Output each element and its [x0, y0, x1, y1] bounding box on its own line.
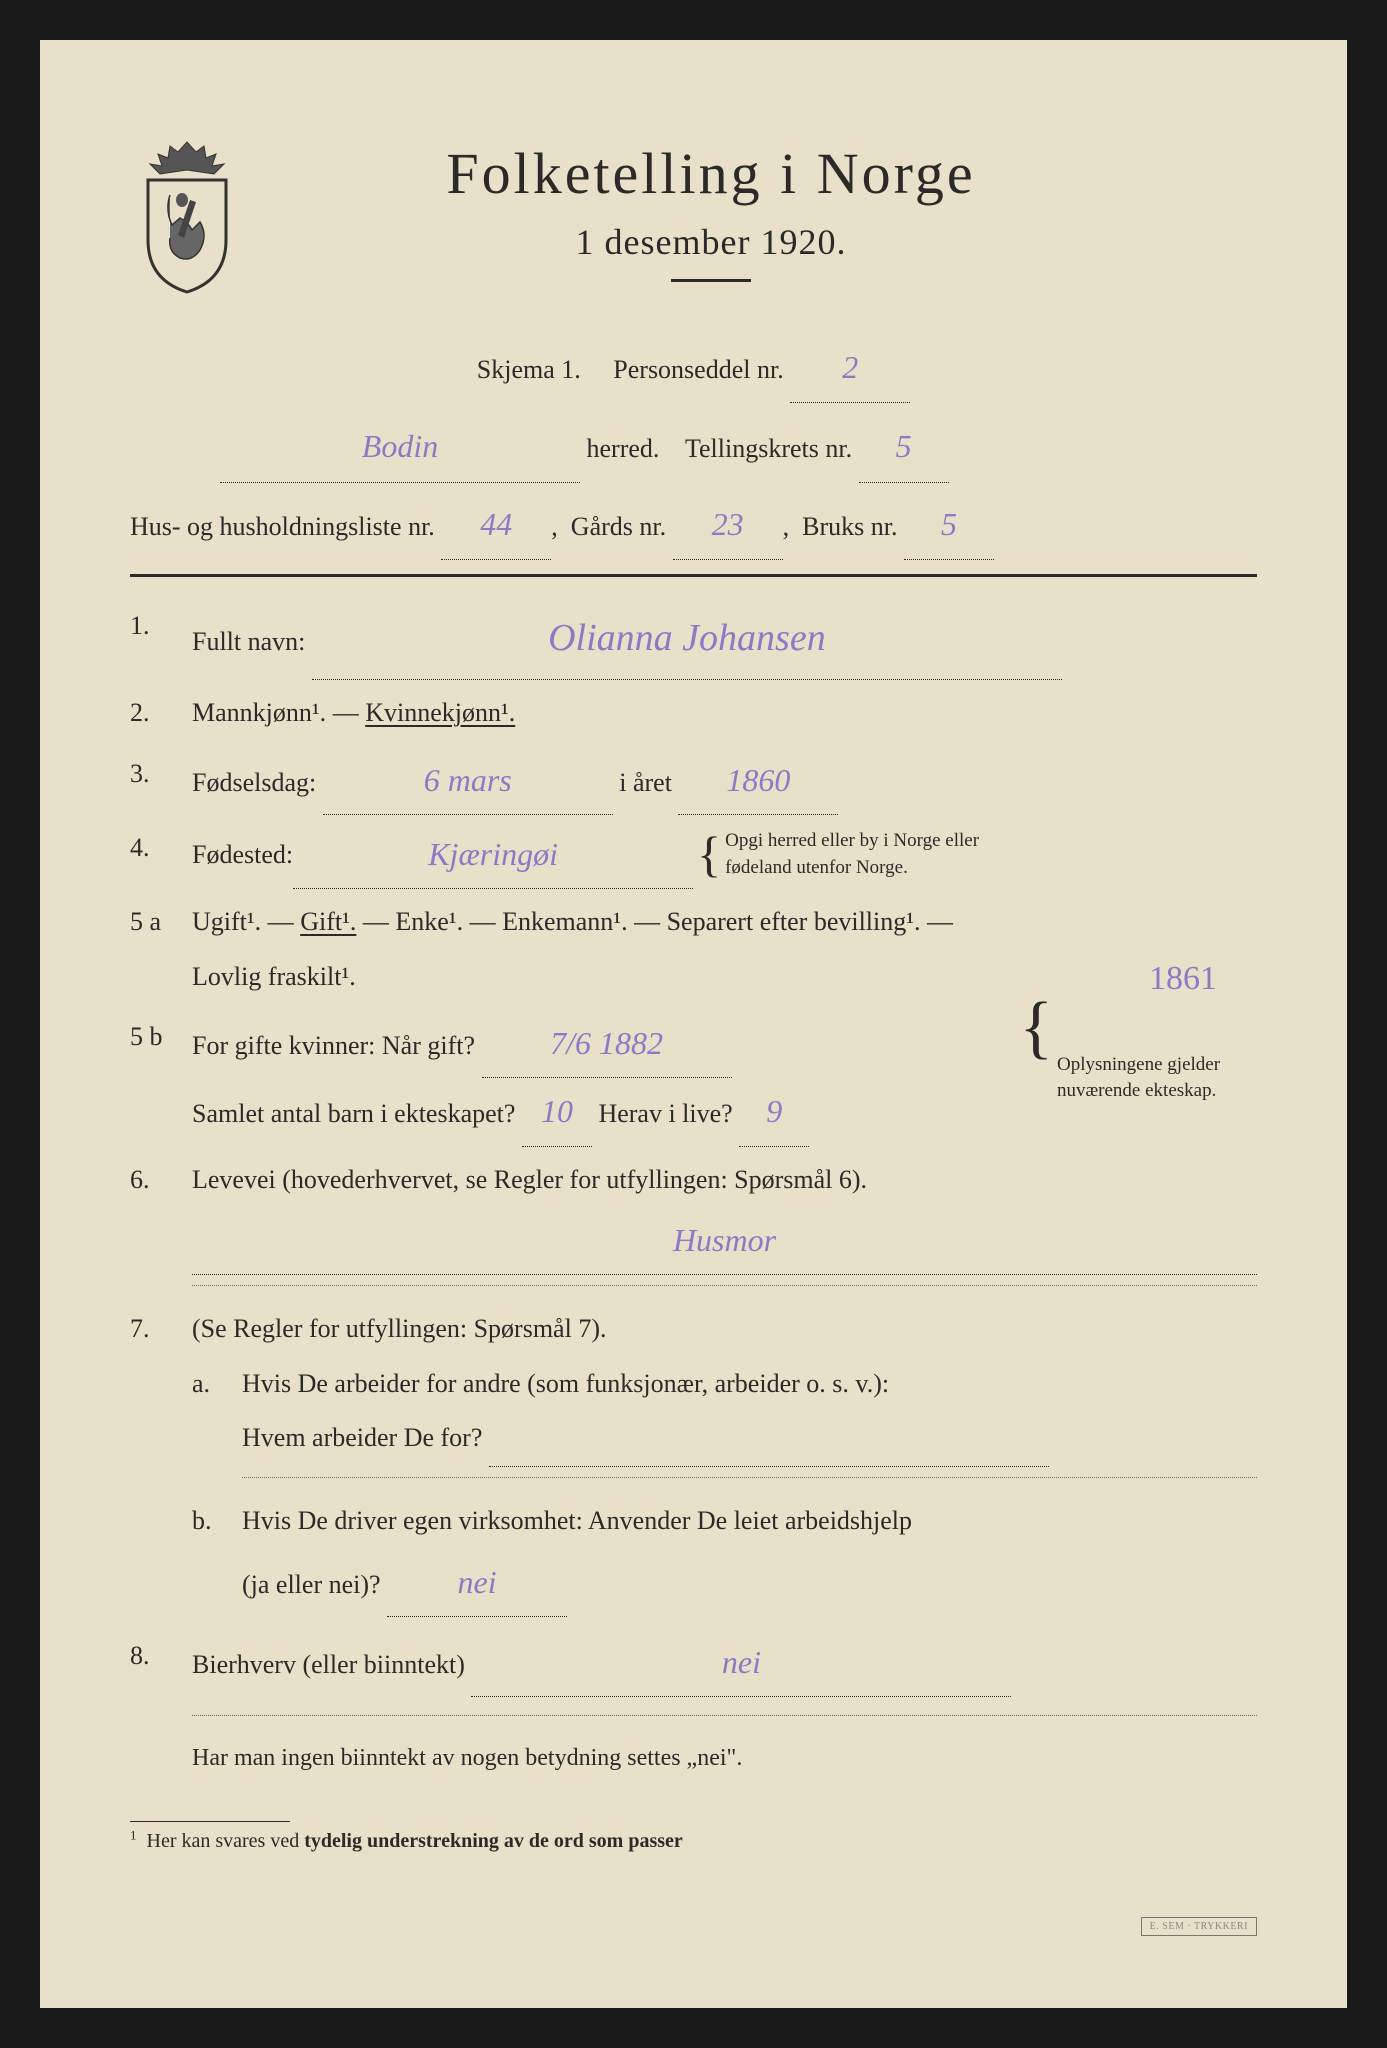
q2-opt-kvinne: Kvinnekjønn¹.	[365, 698, 515, 727]
list-line: Hus- og husholdningsliste nr. 44, Gårds …	[130, 489, 1257, 560]
divider-thick-1	[130, 574, 1257, 577]
q7-row: 7. (Se Regler for utfyllingen: Spørsmål …	[130, 1302, 1257, 1623]
q7a-rule	[242, 1477, 1257, 1478]
q7b-line1: Hvis De driver egen virksomhet: Anvender…	[242, 1506, 912, 1535]
q3-day-value: 6 mars	[424, 747, 512, 814]
q7-num: 7.	[130, 1302, 192, 1623]
q7b-value: nei	[458, 1549, 497, 1616]
census-form-page: Folketelling i Norge 1 desember 1920. Sk…	[40, 40, 1347, 2008]
q7-label: (Se Regler for utfyllingen: Spørsmål 7).	[192, 1314, 606, 1343]
tellingskrets-label: Tellingskrets nr.	[685, 434, 852, 463]
q2-opt-mann: Mannkjønn¹.	[192, 698, 326, 727]
q2-dash: —	[333, 698, 366, 727]
q2-row: 2. Mannkjønn¹. — Kvinnekjønn¹.	[130, 686, 1257, 741]
footnote-block: 1 Her kan svares ved tydelig understrekn…	[130, 1811, 1257, 1854]
q5a-opts2: — Enke¹. — Enkemann¹. — Separert efter b…	[363, 907, 953, 936]
q5a-row: 5 a Ugift¹. — Gift¹. — Enke¹. — Enkemann…	[130, 895, 1257, 1004]
herred-value: Bodin	[362, 411, 438, 481]
husliste-value: 44	[480, 489, 512, 559]
publisher-mark: E. SEM · TRYKKERI	[1141, 1917, 1257, 1936]
q8-value: nei	[722, 1629, 761, 1696]
personseddel-label: Personseddel nr.	[613, 355, 783, 384]
q1-value: Olianna Johansen	[548, 599, 826, 679]
coat-of-arms-icon	[130, 140, 245, 300]
q1-num: 1.	[130, 599, 192, 680]
q5b-label3: Herav i live?	[598, 1099, 732, 1128]
q7a-num: a.	[192, 1357, 242, 1488]
q8-rule	[192, 1715, 1257, 1716]
gards-value: 23	[712, 489, 744, 559]
page-subtitle: 1 desember 1920.	[265, 221, 1157, 263]
q5b-gift-value: 7/6 1882	[550, 1010, 663, 1077]
title-divider	[671, 279, 751, 282]
q3-year-value: 1860	[726, 747, 790, 814]
schema-line: Skjema 1. Personseddel nr. 2	[130, 332, 1257, 403]
gards-label: Gårds nr.	[571, 512, 666, 541]
herred-line: Bodin herred. Tellingskrets nr. 5	[220, 411, 1257, 482]
brace-icon-2: {	[1019, 1010, 1053, 1146]
q2-num: 2.	[130, 686, 192, 741]
bruks-value: 5	[941, 489, 957, 559]
q3-num: 3.	[130, 747, 192, 815]
q5b-label2: Samlet antal barn i ekteskapet?	[192, 1099, 515, 1128]
q1-row: 1. Fullt navn: Olianna Johansen	[130, 599, 1257, 680]
q4-row: 4. Fødested: Kjæringøi { Opgi herred ell…	[130, 821, 1257, 889]
footnote-rule	[130, 1821, 290, 1822]
q6-value: Husmor	[673, 1207, 776, 1274]
bottom-note: Har man ingen biinntekt av nogen betydni…	[192, 1732, 1257, 1785]
q1-label: Fullt navn:	[192, 627, 305, 656]
tellingskrets-value: 5	[896, 411, 912, 481]
q7a-line2: Hvem arbeider De for?	[242, 1423, 482, 1452]
q4-value: Kjæringøi	[428, 821, 558, 888]
q6-row: 6. Levevei (hovederhvervet, se Regler fo…	[130, 1153, 1257, 1297]
q5b-barn-value: 10	[541, 1078, 573, 1145]
annotation-1861: 1861	[1149, 943, 1217, 1014]
footnote-text: 1 Her kan svares ved tydelig understrekn…	[130, 1830, 683, 1852]
q3-year-label: i året	[619, 768, 672, 797]
q4-num: 4.	[130, 821, 192, 889]
q3-row: 3. Fødselsdag: 6 mars i året 1860	[130, 747, 1257, 815]
personseddel-value: 2	[842, 332, 858, 402]
q6-line2	[192, 1285, 1257, 1286]
q6-num: 6.	[130, 1153, 192, 1297]
q5a-gift: Gift¹.	[300, 907, 356, 936]
q3-label: Fødselsdag:	[192, 768, 316, 797]
header: Folketelling i Norge 1 desember 1920.	[130, 140, 1257, 312]
q7b-num: b.	[192, 1494, 242, 1617]
q5b-num: 5 b	[130, 1010, 192, 1146]
q5a-num: 5 a	[130, 895, 192, 1004]
page-title: Folketelling i Norge	[265, 140, 1157, 207]
q8-label: Bierhverv (eller biinntekt)	[192, 1650, 465, 1679]
q7b-line2: (ja eller nei)?	[242, 1570, 381, 1599]
q5a-line2: Lovlig fraskilt¹.	[192, 962, 356, 991]
q4-side-note: Opgi herred eller by i Norge eller fødel…	[725, 828, 1015, 881]
q8-row: 8. Bierhverv (eller biinntekt) nei	[130, 1629, 1257, 1726]
q5b-row: 5 b For gifte kvinner: Når gift? 7/6 188…	[130, 1010, 1257, 1146]
q8-num: 8.	[130, 1629, 192, 1726]
q5b-live-value: 9	[766, 1078, 782, 1145]
q5b-side-note: Oplysningene gjelder nuværende ekteskap.	[1057, 1052, 1257, 1105]
q5b-label1: For gifte kvinner: Når gift?	[192, 1031, 475, 1060]
husliste-label: Hus- og husholdningsliste nr.	[130, 512, 435, 541]
q4-label: Fødested:	[192, 828, 293, 883]
q6-label: Levevei (hovederhvervet, se Regler for u…	[192, 1165, 867, 1194]
schema-label-left: Skjema 1.	[477, 355, 581, 384]
herred-label: herred.	[587, 434, 660, 463]
title-block: Folketelling i Norge 1 desember 1920.	[265, 140, 1257, 312]
q7a-line1: Hvis De arbeider for andre (som funksjon…	[242, 1369, 889, 1398]
q5a-opts1: Ugift¹. —	[192, 907, 300, 936]
brace-icon: {	[697, 842, 721, 867]
bruks-label: Bruks nr.	[802, 512, 897, 541]
